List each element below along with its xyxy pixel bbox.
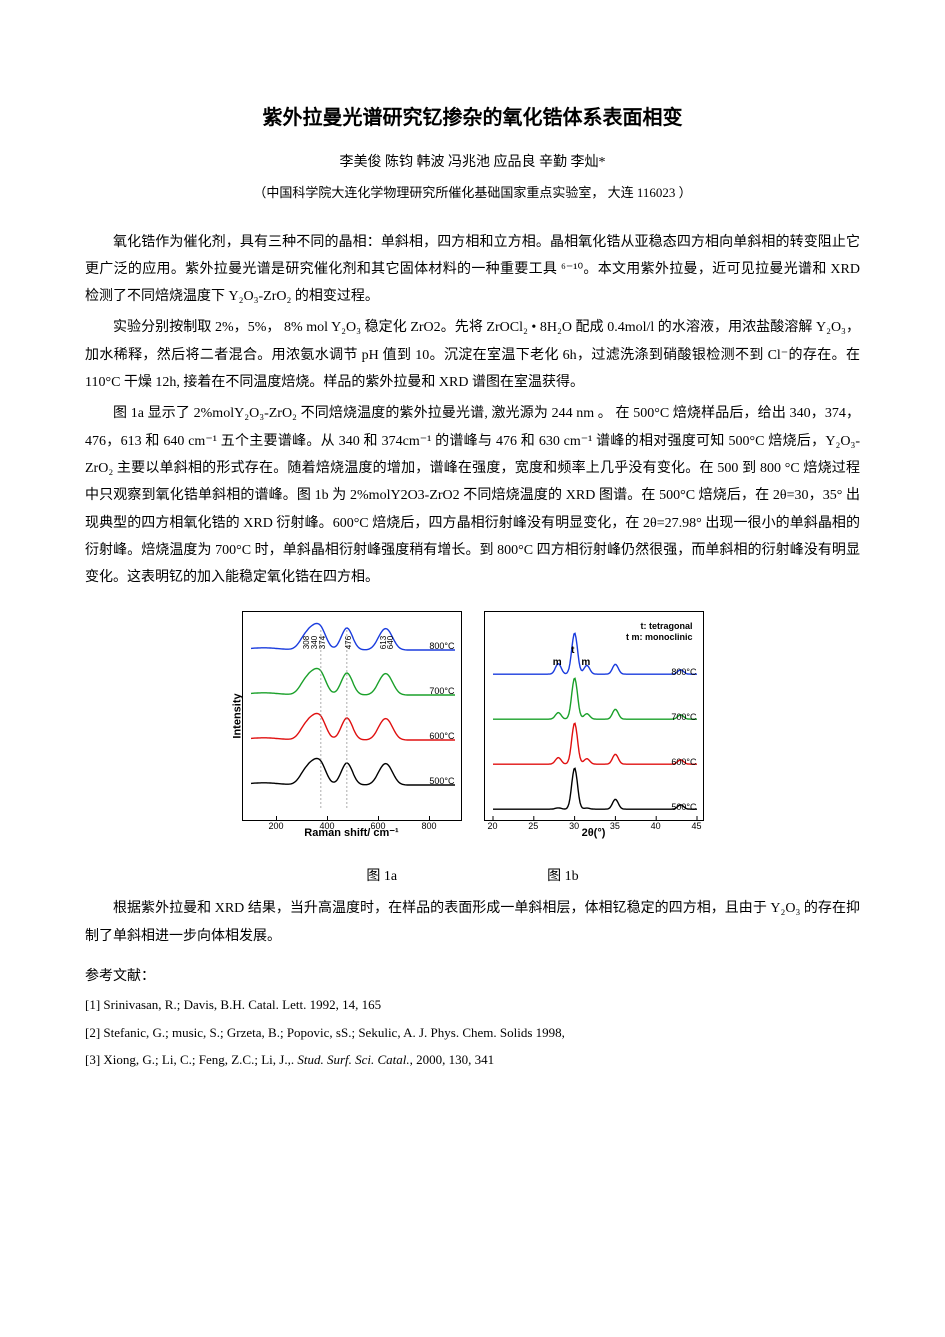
- paragraph-4: 根据紫外拉曼和 XRD 结果，当升高温度时，在样品的表面形成一单斜相层，体相钇稳…: [85, 895, 860, 950]
- ref3-suffix: 2000, 130, 341: [413, 1052, 494, 1067]
- paragraph-2: 实验分别按制取 2%，5%， 8% mol Y₂O₃ 稳定化 ZrO2。先将 Z…: [85, 314, 860, 396]
- figures-row: Intensity 200400600800800°C700°C600°C500…: [85, 605, 860, 850]
- paragraph-3: 图 1a 显示了 2%molY₂O₃-ZrO₂ 不同焙烧温度的紫外拉曼光谱, 激…: [85, 400, 860, 591]
- authors: 李美俊 陈钧 韩波 冯兆池 应品良 辛勤 李灿*: [85, 150, 860, 175]
- ref3-prefix: [3] Xiong, G.; Li, C.; Feng, Z.C.; Li, J…: [85, 1052, 297, 1067]
- affiliation: （中国科学院大连化学物理研究所催化基础国家重点实验室， 大连 116023 ）: [85, 181, 860, 204]
- fig1a-caption: 图 1a: [366, 864, 397, 889]
- fig1b-xlabel: 2θ(°): [484, 824, 704, 844]
- figure-1b-chart: 202530354045800°C700°C600°C500°Ct: tetra…: [484, 611, 704, 821]
- paragraph-1: 氧化锆作为催化剂，具有三种不同的晶相：单斜相，四方相和立方相。晶相氧化锆从亚稳态…: [85, 229, 860, 311]
- reference-1: [1] Srinivasan, R.; Davis, B.H. Catal. L…: [85, 993, 860, 1016]
- page-title: 紫外拉曼光谱研究钇掺杂的氧化锆体系表面相变: [85, 100, 860, 136]
- figure-1a-chart: 200400600800800°C700°C600°C500°C30834037…: [242, 611, 462, 821]
- reference-2: [2] Stefanic, G.; music, S.; Grzeta, B.;…: [85, 1021, 860, 1044]
- reference-3: [3] Xiong, G.; Li, C.; Feng, Z.C.; Li, J…: [85, 1048, 860, 1071]
- ref3-journal: Stud. Surf. Sci. Catal.,: [297, 1052, 413, 1067]
- references-title: 参考文献：: [85, 964, 860, 989]
- figure-1a-box: Intensity 200400600800800°C700°C600°C500…: [236, 605, 468, 850]
- fig1b-caption: 图 1b: [547, 864, 579, 889]
- figure-captions: 图 1a 图 1b: [85, 854, 860, 889]
- figure-1b-box: 202530354045800°C700°C600°C500°Ct: tetra…: [478, 605, 710, 850]
